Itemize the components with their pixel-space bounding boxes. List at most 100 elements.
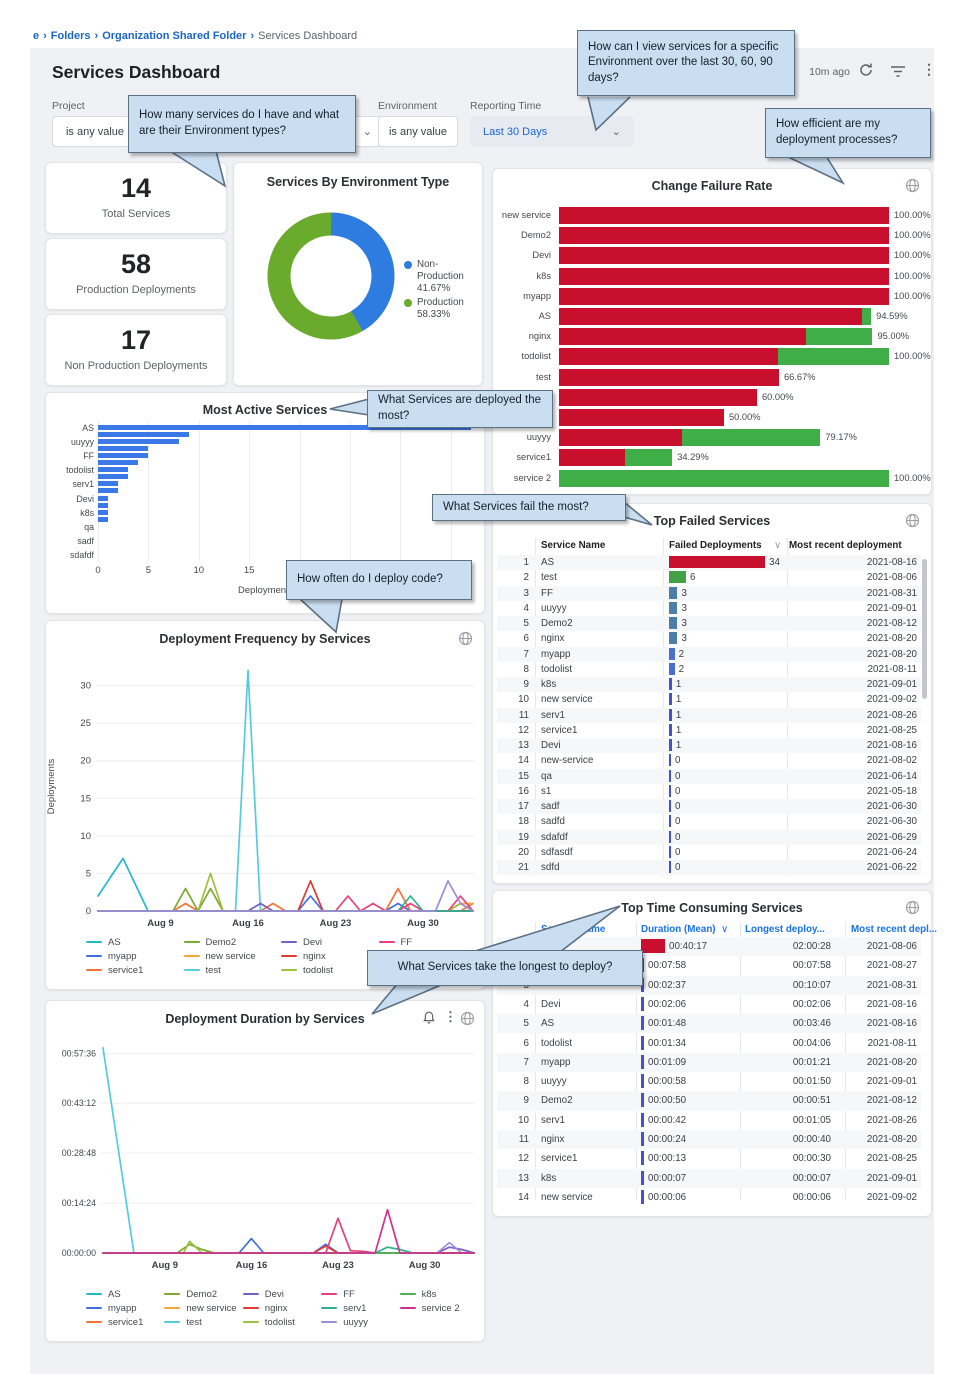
column-header[interactable]: Most recent deployment: [789, 540, 902, 551]
legend-label: todolist: [264, 1316, 295, 1328]
chart-title: Most Active Services: [202, 403, 328, 417]
longest-cell: 00:01:50: [792, 1076, 831, 1088]
legend-label: Non-Production: [417, 259, 464, 282]
rank-cell: 6: [523, 1037, 529, 1049]
legend-item[interactable]: uuyyy: [321, 1315, 399, 1329]
service-name-cell[interactable]: FF: [541, 587, 553, 599]
legend-item[interactable]: Demo2: [183, 935, 282, 949]
legend-item[interactable]: new service: [164, 1301, 242, 1315]
filter-icon[interactable]: [890, 64, 906, 78]
service-name-cell[interactable]: k8s: [541, 1172, 557, 1184]
legend-item[interactable]: todolist: [281, 963, 379, 977]
service-name-cell[interactable]: test: [541, 572, 557, 584]
service-name-cell[interactable]: nginx: [541, 633, 565, 645]
legend-item[interactable]: Devi: [242, 1287, 321, 1301]
service-name-cell[interactable]: sadf: [541, 801, 560, 812]
value-bar: [641, 1093, 644, 1108]
service-name-cell[interactable]: qa: [541, 770, 552, 782]
service-name-cell[interactable]: todolist: [541, 1037, 573, 1049]
kpi-label: Total Services: [101, 208, 171, 220]
environment-filter-value[interactable]: is any value: [378, 116, 458, 147]
breadcrumb-link-shared-folder[interactable]: Organization Shared Folder: [102, 30, 247, 42]
column-header[interactable]: Failed Deployments: [669, 540, 762, 551]
column-header[interactable]: Service Name: [541, 924, 606, 935]
legend-item[interactable]: Demo2: [164, 1287, 242, 1301]
sort-icon[interactable]: ∨: [721, 924, 729, 935]
service-name-cell[interactable]: k8s: [541, 679, 557, 690]
service-name-cell[interactable]: todolist: [541, 663, 573, 675]
legend-item[interactable]: nginx: [242, 1301, 321, 1315]
duration-cell: 00:00:50: [648, 1095, 687, 1107]
legend-item[interactable]: service1: [86, 1315, 164, 1329]
legend-item[interactable]: test: [183, 963, 282, 977]
kebab-menu-icon[interactable]: ⋮: [444, 1009, 457, 1024]
service-name-cell[interactable]: new service: [541, 694, 593, 706]
legend-item[interactable]: k8s: [399, 1287, 478, 1301]
service-name-cell[interactable]: uuyyy: [541, 602, 567, 614]
service-name-cell[interactable]: sadfd: [541, 816, 565, 828]
refresh-icon[interactable]: [858, 62, 874, 78]
sort-icon[interactable]: ∨: [774, 540, 782, 551]
reporting-time-select[interactable]: Last 30 Days ⌄: [470, 116, 634, 147]
legend-label: service1: [108, 964, 144, 976]
service-name-cell[interactable]: Devi: [541, 740, 561, 751]
value-cell: 0: [675, 862, 681, 873]
service-name-cell[interactable]: AS: [541, 557, 555, 568]
service-name-cell[interactable]: sdfd: [541, 862, 560, 873]
legend-item[interactable]: nginx: [281, 949, 379, 963]
legend-item[interactable]: service 2: [399, 1301, 478, 1315]
service-name-cell[interactable]: Demo2: [541, 1095, 573, 1107]
service-name-cell[interactable]: myapp: [541, 1056, 571, 1068]
legend-item[interactable]: myapp: [86, 1301, 164, 1315]
column-header[interactable]: Most recent depl...: [851, 924, 938, 935]
bar: [98, 516, 109, 522]
globe-icon[interactable]: [905, 513, 920, 528]
value-cell: 34: [769, 557, 780, 568]
legend-item[interactable]: service1: [86, 963, 184, 977]
service-name-cell[interactable]: sdafdf: [541, 831, 568, 843]
service-name-cell[interactable]: Demo2: [541, 618, 573, 629]
legend-item[interactable]: test: [164, 1315, 242, 1329]
bar: [98, 453, 149, 459]
legend-item[interactable]: new service: [183, 949, 282, 963]
legend-item[interactable]: Non-Production 41.67%: [404, 259, 476, 294]
globe-icon[interactable]: [905, 900, 920, 915]
service-name-cell[interactable]: Devi: [541, 998, 561, 1010]
column-header[interactable]: Duration (Mean): [641, 924, 716, 935]
service-name-cell[interactable]: myapp: [541, 648, 571, 660]
kebab-menu-icon[interactable]: ⋮: [922, 61, 936, 77]
service-name-cell[interactable]: service1: [541, 1153, 578, 1165]
legend-item[interactable]: Production 58.33%: [404, 297, 476, 321]
bar-value: 100.00%: [894, 351, 931, 362]
service-name-cell[interactable]: new-service: [541, 755, 594, 767]
legend-item[interactable]: Devi: [281, 935, 379, 949]
legend-item[interactable]: AS: [86, 935, 184, 949]
service-name-cell[interactable]: serv1: [541, 1114, 565, 1126]
bell-icon[interactable]: [422, 1010, 436, 1025]
service-name-cell[interactable]: nginx: [541, 1134, 565, 1145]
scrollbar[interactable]: [922, 559, 927, 699]
legend-item[interactable]: serv1: [321, 1301, 399, 1315]
globe-icon[interactable]: [460, 1011, 475, 1026]
service-name-cell[interactable]: service1: [541, 724, 578, 736]
column-header[interactable]: Longest deploy...: [745, 924, 825, 935]
service-name-cell[interactable]: s1: [541, 785, 552, 797]
service-name-cell[interactable]: uuyyy: [541, 1076, 567, 1088]
legend-item[interactable]: AS: [86, 1287, 164, 1301]
globe-icon[interactable]: [905, 178, 920, 193]
legend-item[interactable]: todolist: [242, 1315, 321, 1329]
project-filter-value[interactable]: is any value: [52, 116, 138, 147]
service-name-cell[interactable]: new service: [541, 1191, 593, 1203]
breadcrumb-link-folders[interactable]: Folders: [50, 30, 91, 42]
service-name-cell[interactable]: serv1: [541, 709, 565, 721]
legend-item[interactable]: FF: [378, 935, 477, 949]
column-header[interactable]: Service Name: [541, 540, 606, 551]
service-name-cell[interactable]: AS: [541, 1018, 555, 1030]
service-name-cell[interactable]: sdfasdf: [541, 846, 573, 858]
legend-item[interactable]: FF: [321, 1287, 399, 1301]
date-cell: 2021-08-11: [867, 1037, 917, 1049]
date-cell: 2021-06-30: [866, 801, 917, 812]
breadcrumb-link[interactable]: e: [33, 30, 40, 42]
legend-item[interactable]: myapp: [86, 949, 184, 963]
globe-icon[interactable]: [458, 631, 473, 646]
